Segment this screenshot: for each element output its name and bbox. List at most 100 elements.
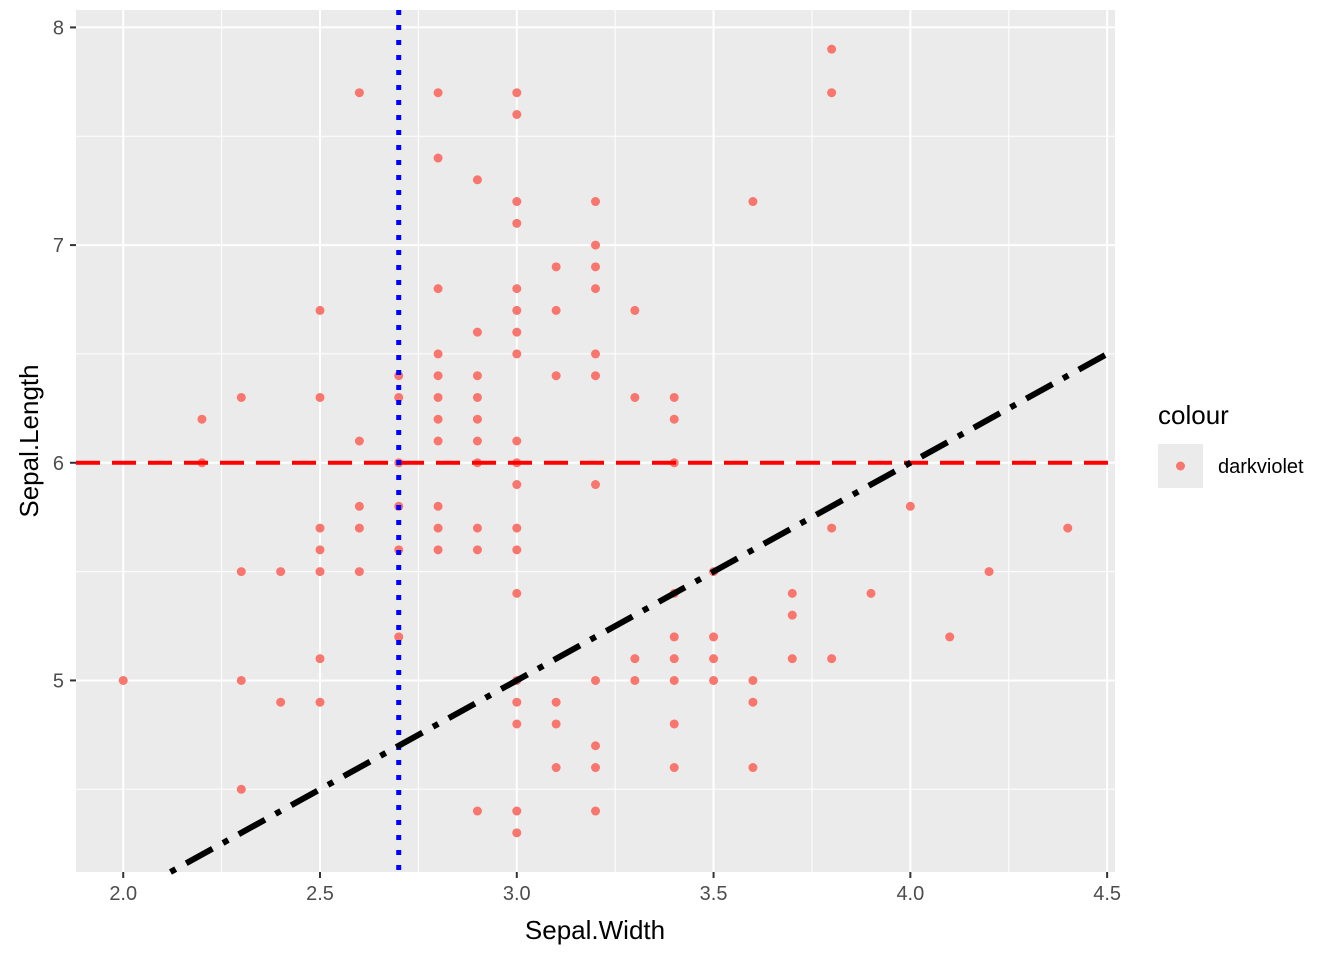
- x-tick-label: 3.0: [503, 883, 531, 905]
- data-point: [748, 697, 758, 707]
- data-point: [787, 654, 797, 664]
- legend: colour darkviolet: [1158, 400, 1304, 488]
- data-point: [512, 719, 522, 729]
- data-point: [669, 719, 679, 729]
- data-point: [433, 392, 443, 402]
- data-point: [512, 828, 522, 838]
- data-point: [394, 632, 404, 642]
- data-point: [512, 697, 522, 707]
- data-point: [669, 654, 679, 664]
- data-point: [472, 436, 482, 446]
- data-point: [591, 741, 600, 751]
- data-point: [315, 545, 325, 555]
- data-point: [866, 588, 876, 598]
- data-point: [197, 414, 207, 424]
- data-point: [512, 88, 522, 98]
- data-point: [472, 523, 482, 533]
- x-axis-title: Sepal.Width: [525, 915, 665, 945]
- data-point: [591, 284, 600, 294]
- data-point: [669, 392, 679, 402]
- data-point: [472, 806, 482, 816]
- data-point: [512, 327, 522, 337]
- legend-title: colour: [1158, 400, 1229, 430]
- data-point: [984, 567, 994, 577]
- data-point: [354, 523, 364, 533]
- data-point: [591, 197, 600, 207]
- data-point: [315, 654, 325, 664]
- data-point: [905, 501, 915, 511]
- data-point: [236, 784, 246, 794]
- data-point: [354, 501, 364, 511]
- y-axis-title: Sepal.Length: [14, 364, 44, 517]
- data-point: [669, 414, 679, 424]
- data-point: [512, 806, 522, 816]
- data-point: [433, 501, 443, 511]
- x-tick-label: 4.5: [1093, 883, 1121, 905]
- data-point: [315, 523, 325, 533]
- data-point: [591, 371, 600, 381]
- data-point: [512, 284, 522, 294]
- data-point: [472, 392, 482, 402]
- data-point: [512, 197, 522, 207]
- legend-label: darkviolet: [1218, 456, 1304, 478]
- reference-lines: [76, 10, 1117, 875]
- data-point: [591, 262, 600, 272]
- data-point: [630, 654, 640, 664]
- data-point: [787, 588, 797, 598]
- data-point: [787, 610, 797, 620]
- data-point: [472, 175, 482, 185]
- x-axis-ticks: 2.0 2.5 3.0 3.5 4.0 4.5: [109, 872, 1121, 905]
- data-point: [945, 632, 955, 642]
- data-point: [354, 436, 364, 446]
- data-point: [433, 523, 443, 533]
- y-tick-label: 7: [53, 235, 64, 257]
- data-point: [748, 197, 758, 207]
- data-point: [591, 763, 600, 773]
- grid-minor: [76, 10, 1115, 872]
- x-tick-label: 2.0: [109, 883, 137, 905]
- data-point: [748, 675, 758, 685]
- data-point: [433, 349, 443, 359]
- data-point: [433, 284, 443, 294]
- data-point: [669, 763, 679, 773]
- data-point: [630, 305, 640, 315]
- data-point: [591, 349, 600, 359]
- data-point: [433, 414, 443, 424]
- data-point: [354, 567, 364, 577]
- data-point: [669, 632, 679, 642]
- x-tick-label: 3.5: [700, 883, 728, 905]
- data-point: [433, 436, 443, 446]
- data-point: [236, 567, 246, 577]
- y-tick-label: 5: [53, 670, 64, 692]
- x-tick-label: 2.5: [306, 883, 334, 905]
- data-point: [1063, 523, 1073, 533]
- data-point: [551, 262, 561, 272]
- data-point: [512, 588, 522, 598]
- data-point: [551, 305, 561, 315]
- data-point: [827, 88, 837, 98]
- data-point: [276, 567, 286, 577]
- data-point: [433, 153, 443, 163]
- data-point: [630, 392, 640, 402]
- grid-major: [76, 10, 1115, 872]
- data-point: [433, 88, 443, 98]
- data-point: [709, 675, 719, 685]
- data-point: [512, 305, 522, 315]
- data-point: [236, 675, 246, 685]
- y-tick-label: 6: [53, 453, 64, 475]
- data-point: [236, 392, 246, 402]
- data-point: [669, 675, 679, 685]
- data-point: [709, 632, 719, 642]
- data-point: [630, 675, 640, 685]
- y-tick-label: 8: [53, 17, 64, 39]
- data-point: [512, 480, 522, 490]
- data-point: [827, 654, 837, 664]
- data-point: [472, 545, 482, 555]
- data-point: [118, 675, 128, 685]
- data-point: [591, 240, 600, 250]
- data-point: [315, 305, 325, 315]
- data-point: [315, 392, 325, 402]
- data-point: [433, 545, 443, 555]
- plot-panel: [76, 10, 1115, 872]
